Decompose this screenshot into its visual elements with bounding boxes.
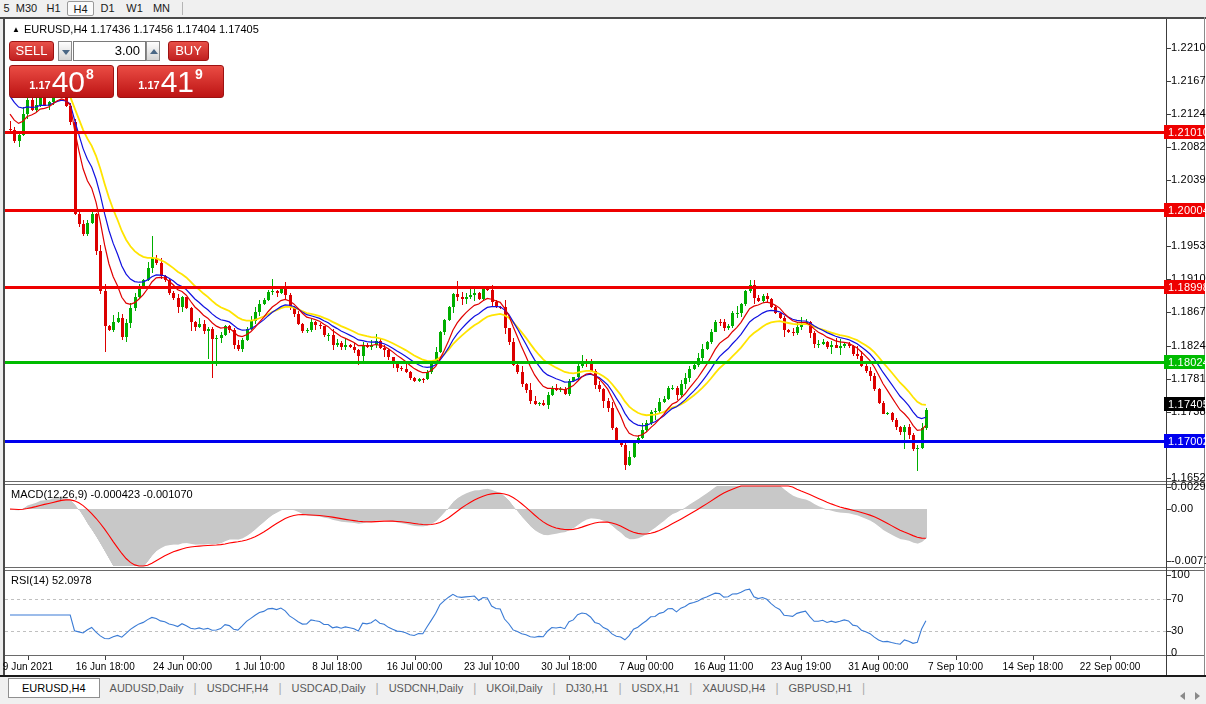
tab-divider: | (862, 678, 865, 699)
bid-quote: 1.17408 (9, 65, 114, 98)
buy-button[interactable]: BUY (168, 41, 209, 61)
chart-tab-eurusd-h4[interactable]: EURUSD,H4 (8, 678, 100, 698)
price-tick-label: 1.20390 (1171, 173, 1206, 186)
rsi-axis-label: 30 (1171, 624, 1184, 637)
ask-big-digits: 41 (161, 68, 194, 95)
tab-scroll-right-icon[interactable] (1195, 692, 1200, 700)
timeframe-button-m30[interactable]: M30 (13, 1, 40, 16)
time-tick-label: 23 Aug 19:00 (771, 661, 831, 672)
arrow-up-icon (150, 49, 158, 54)
time-tick-label: 22 Sep 00:00 (1080, 661, 1141, 672)
time-tick-label: 16 Aug 11:00 (694, 661, 753, 672)
chart-tab-audusd-daily[interactable]: AUDUSD,Daily (100, 678, 194, 698)
time-tick-label: 31 Aug 00:00 (848, 661, 908, 672)
ask-sup-digit: 9 (195, 66, 203, 82)
rsi-axis-label: 100 (1171, 568, 1190, 581)
level-price-label[interactable]: 1.21010 (1164, 125, 1205, 139)
price-tick-label: 1.22100 (1171, 41, 1206, 54)
one-click-trade-panel: SELL 3.00 BUY 1.17408 1.17419 (9, 41, 225, 98)
chart-canvas[interactable] (0, 17, 1206, 677)
volume-input[interactable]: 3.00 (73, 41, 146, 61)
chart-tab-usdcnh-daily[interactable]: USDCNH,Daily (379, 678, 474, 698)
bid-prefix: 1.17 (29, 79, 50, 91)
level-price-label[interactable]: 1.17002 (1164, 434, 1205, 448)
chart-tab-ukoil-daily[interactable]: UKOil,Daily (476, 678, 552, 698)
chart-window: ▲EURUSD,H4 1.17436 1.17456 1.17404 1.174… (0, 17, 1206, 677)
tab-scroll-arrows (1170, 686, 1200, 704)
timeframe-button-h1[interactable]: H1 (40, 1, 67, 16)
timeframe-button-w1[interactable]: W1 (121, 1, 148, 16)
bid-big-digits: 40 (52, 68, 85, 95)
chart-tab-usdchf-h4[interactable]: USDCHF,H4 (197, 678, 279, 698)
timeframe-toolbar: 5M30H1H4D1W1MN (0, 0, 1206, 17)
macd-axis-label: 0.00 (1171, 502, 1193, 515)
rsi-axis-label: 0 (1171, 646, 1177, 659)
chart-tab-xauusd-h4[interactable]: XAUUSD,H4 (692, 678, 775, 698)
symbol-collapse-icon: ▲ (12, 25, 20, 34)
level-price-label[interactable]: 1.18024 (1164, 355, 1205, 369)
symbol-ohlc-title: ▲EURUSD,H4 1.17436 1.17456 1.17404 1.174… (12, 23, 259, 35)
time-tick-label: 30 Jul 18:00 (541, 661, 597, 672)
macd-axis-label: 0.002947 (1171, 480, 1206, 493)
macd-label: MACD(12,26,9) -0.000423 -0.001070 (11, 488, 193, 500)
time-tick-label: 9 Jun 2021 (3, 661, 54, 672)
price-tick-label: 1.17810 (1171, 372, 1206, 385)
bid-sup-digit: 8 (86, 66, 94, 82)
rsi-axis-label: 70 (1171, 592, 1184, 605)
sell-button[interactable]: SELL (9, 41, 54, 61)
time-tick-label: 16 Jun 18:00 (76, 661, 135, 672)
price-tick-label: 1.20820 (1171, 140, 1206, 153)
toolbar-separator (182, 2, 183, 15)
tab-scroll-left-icon[interactable] (1180, 692, 1185, 700)
price-tick-label: 1.18240 (1171, 339, 1206, 352)
time-tick-label: 7 Aug 00:00 (619, 661, 673, 672)
arrow-down-icon (62, 50, 70, 55)
price-tick-label: 1.21670 (1171, 74, 1206, 87)
time-tick-label: 23 Jul 10:00 (464, 661, 520, 672)
level-price-label[interactable]: 1.20004 (1164, 203, 1205, 217)
timeframe-button-d1[interactable]: D1 (94, 1, 121, 16)
timeframe-button-mn[interactable]: MN (148, 1, 175, 16)
volume-increase-button[interactable] (146, 41, 160, 61)
price-tick-label: 1.18670 (1171, 305, 1206, 318)
chart-tab-usdx-h1[interactable]: USDX,H1 (622, 678, 690, 698)
macd-axis-label: -0.00715 (1171, 554, 1206, 567)
time-tick-label: 7 Sep 10:00 (928, 661, 983, 672)
time-tick-label: 1 Jul 10:00 (235, 661, 285, 672)
ask-prefix: 1.17 (138, 79, 159, 91)
price-tick-label: 1.19530 (1171, 239, 1206, 252)
current-price-label: 1.17405 (1164, 397, 1205, 411)
time-tick-label: 8 Jul 18:00 (312, 661, 362, 672)
chart-tab-usdcad-daily[interactable]: USDCAD,Daily (282, 678, 376, 698)
chart-tabbar: EURUSD,H4AUDUSD,Daily|USDCHF,H4|USDCAD,D… (0, 677, 1206, 704)
ask-quote: 1.17419 (117, 65, 224, 98)
time-tick-label: 14 Sep 18:00 (1003, 661, 1064, 672)
chart-tab-gbpusd-h1[interactable]: GBPUSD,H1 (779, 678, 863, 698)
rsi-label: RSI(14) 52.0978 (11, 574, 92, 586)
time-tick-label: 24 Jun 00:00 (153, 661, 212, 672)
timeframe-button-h4[interactable]: H4 (67, 1, 94, 16)
level-price-label[interactable]: 1.18998 (1164, 280, 1205, 294)
volume-decrease-button[interactable] (58, 41, 72, 61)
timeframe-button-5[interactable]: 5 (0, 1, 13, 16)
chart-tab-dj30-h1[interactable]: DJ30,H1 (556, 678, 619, 698)
price-tick-label: 1.21240 (1171, 107, 1206, 120)
time-tick-label: 16 Jul 00:00 (387, 661, 443, 672)
